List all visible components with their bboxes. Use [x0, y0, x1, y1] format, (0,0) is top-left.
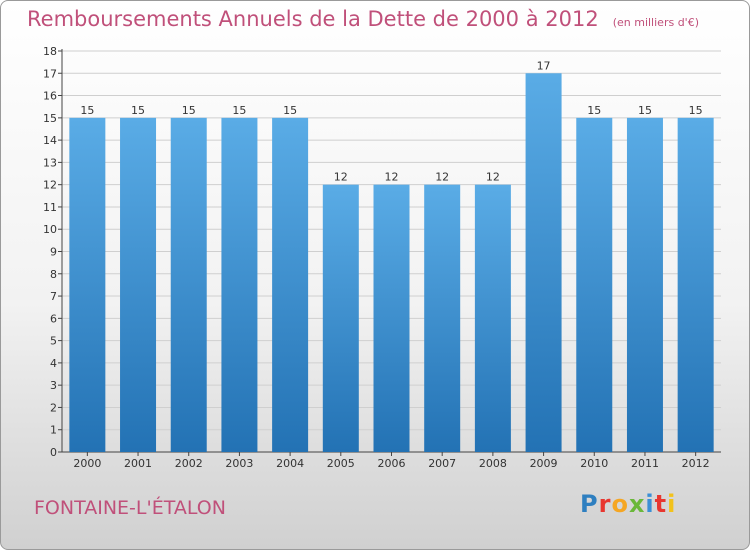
x-tick-label: 2009 — [530, 457, 558, 470]
bar — [120, 117, 157, 452]
data-label: 15 — [232, 104, 246, 117]
x-tick-label: 2011 — [631, 457, 659, 470]
y-tick-label: 18 — [43, 45, 57, 58]
logo-letter: i — [645, 490, 655, 518]
chart-title: Remboursements Annuels de la Dette de 20… — [27, 7, 699, 31]
x-tick-label: 2002 — [175, 457, 203, 470]
x-tick-label: 2012 — [682, 457, 710, 470]
data-label: 15 — [80, 104, 94, 117]
data-label: 15 — [638, 104, 652, 117]
y-tick-label: 12 — [43, 179, 57, 192]
data-label: 12 — [385, 171, 399, 184]
y-tick-label: 15 — [43, 112, 57, 125]
y-tick-label: 17 — [43, 67, 57, 80]
bar — [373, 184, 410, 452]
bar — [221, 117, 258, 452]
y-tick-label: 10 — [43, 223, 57, 236]
bar — [170, 117, 207, 452]
city-name: FONTAINE-L'ÉTALON — [34, 497, 226, 519]
chart-unit: (en milliers d'€) — [612, 16, 699, 29]
bar — [272, 117, 309, 452]
logo-letter: t — [654, 490, 668, 518]
bar — [525, 73, 562, 453]
y-tick-label: 5 — [50, 335, 57, 348]
y-tick-label: 11 — [43, 201, 57, 214]
y-tick-label: 14 — [43, 134, 57, 147]
bar — [576, 117, 613, 452]
x-tick-label: 2006 — [378, 457, 406, 470]
x-tick-label: 2007 — [428, 457, 456, 470]
x-tick-label: 2005 — [327, 457, 355, 470]
data-label: 12 — [435, 171, 449, 184]
x-tick-label: 2000 — [73, 457, 101, 470]
bar — [626, 117, 663, 452]
logo-letter: P — [580, 490, 599, 518]
logo-letter: r — [598, 490, 612, 518]
x-tick-label: 2008 — [479, 457, 507, 470]
y-tick-label: 0 — [50, 446, 57, 459]
data-label: 15 — [131, 104, 145, 117]
y-tick-label: 9 — [50, 246, 57, 259]
data-label: 15 — [283, 104, 297, 117]
data-label: 17 — [537, 59, 551, 72]
x-tick-label: 2010 — [580, 457, 608, 470]
y-tick-label: 2 — [50, 401, 57, 414]
data-label: 12 — [334, 171, 348, 184]
y-tick-label: 13 — [43, 156, 57, 169]
y-tick-label: 3 — [50, 379, 57, 392]
bar — [322, 184, 359, 452]
chart-title-text: Remboursements Annuels de la Dette de 20… — [27, 7, 599, 31]
y-tick-label: 8 — [50, 268, 57, 281]
y-tick-label: 7 — [50, 290, 57, 303]
bar — [474, 184, 511, 452]
x-tick-label: 2001 — [124, 457, 152, 470]
bar — [69, 117, 106, 452]
data-label: 12 — [486, 171, 500, 184]
y-tick-label: 1 — [50, 424, 57, 437]
y-tick-label: 16 — [43, 90, 57, 103]
data-label: 15 — [689, 104, 703, 117]
proxiti-logo: Proxiti — [580, 490, 676, 518]
bar — [424, 184, 461, 452]
bar — [677, 117, 714, 452]
y-tick-label: 6 — [50, 312, 57, 325]
x-tick-label: 2004 — [276, 457, 304, 470]
y-tick-label: 4 — [50, 357, 57, 370]
logo-letter: i — [667, 490, 677, 518]
x-tick-label: 2003 — [225, 457, 253, 470]
data-label: 15 — [182, 104, 196, 117]
logo-letter: o — [611, 490, 629, 518]
logo-letter: x — [628, 490, 646, 518]
data-label: 15 — [587, 104, 601, 117]
